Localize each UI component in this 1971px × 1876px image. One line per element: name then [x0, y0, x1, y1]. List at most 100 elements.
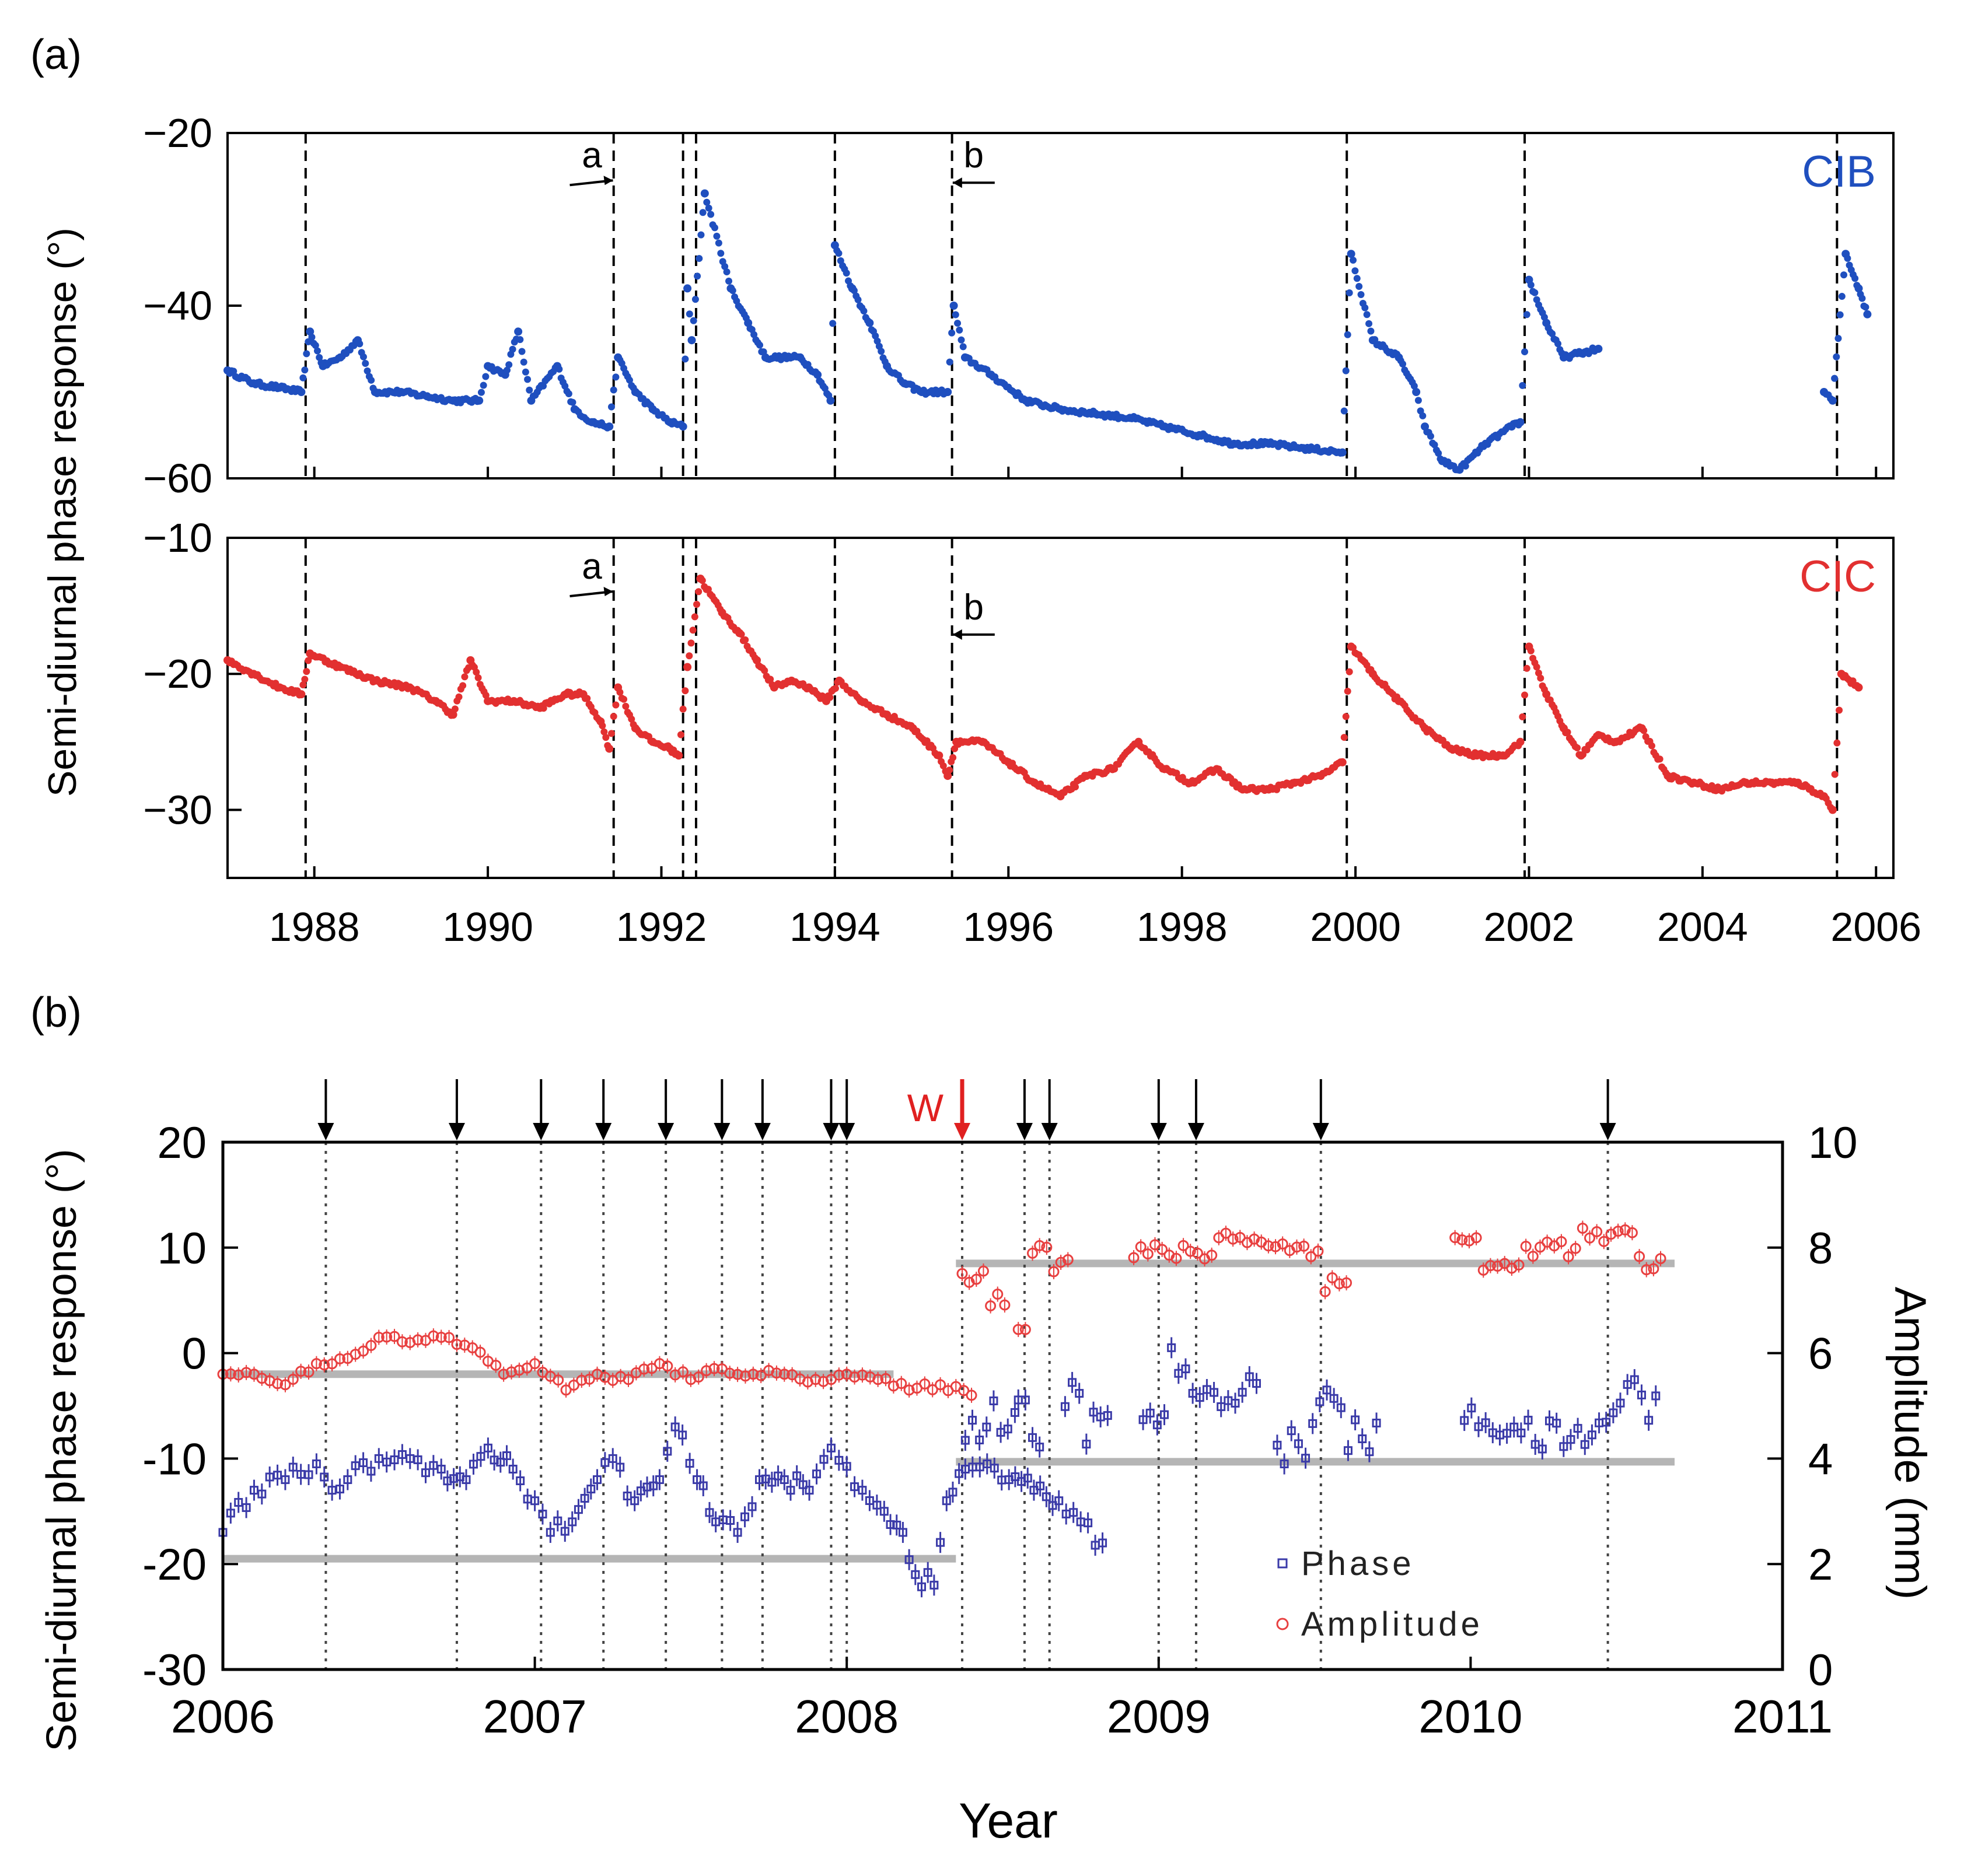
panel-a-top-data-point [1833, 353, 1840, 360]
panel-a-top-data-point [697, 231, 705, 239]
panel-b-amplitude-point [1206, 1250, 1218, 1261]
panel-b-amplitude-point [935, 1379, 946, 1391]
panel-b-phase-point [226, 1508, 235, 1518]
panel-b-phase-point [1231, 1398, 1240, 1408]
panel-a-top-data-point [1350, 256, 1357, 264]
panel-b-amplitude-point [896, 1378, 907, 1390]
panel-b-amplitude-point [1570, 1242, 1581, 1254]
panel-b-amplitude-point [1333, 1278, 1345, 1290]
panel-a-bottom-frame [226, 537, 1895, 879]
panel-a-top-data-point [949, 302, 958, 310]
panel-b-phase-point [304, 1470, 313, 1479]
panel-b-amplitude-point [701, 1365, 712, 1377]
panel-a-top-plot: −20 −40 −60 a b CIB [143, 110, 1895, 501]
panel-b-phase-point [858, 1486, 867, 1495]
panel-b-amplitude-point [833, 1369, 845, 1381]
panel-a-top-data-point [569, 398, 576, 406]
panel-a-bottom-data-point [831, 684, 839, 692]
panel-b-amplitude-point [412, 1334, 424, 1346]
panel-a-top-data-point [612, 373, 620, 381]
panel-a-top-data-point [1414, 397, 1422, 404]
panel-b-phase-point [359, 1458, 368, 1467]
panel-a-top-data-point [1854, 284, 1863, 293]
panel-b-phase-point [616, 1462, 625, 1472]
panel-a-bottom-data-point [682, 687, 689, 695]
panel-b-event-label: W [907, 1086, 944, 1129]
panel-a-bottom-annotation-a: a [582, 547, 602, 587]
panel-b-amplitude-point [1135, 1241, 1147, 1252]
panel-a-top-data-point [683, 284, 692, 293]
panel-a-top-data-point [625, 376, 633, 384]
panel-a-top-data-point [1357, 290, 1365, 298]
panel-b-amplitude-point [966, 1390, 977, 1401]
panel-a-top-data-point [522, 368, 529, 376]
panel-b-phase-point [805, 1486, 814, 1495]
panel-b-amplitude-point [1234, 1231, 1246, 1243]
panel-b-phase-point [234, 1498, 243, 1507]
panel-a-top-data-point [1431, 441, 1438, 449]
panel-a-top-data-point [1344, 331, 1351, 338]
panel-b-amplitude-point [490, 1359, 502, 1371]
panel-a-top-data-point [1365, 320, 1373, 327]
panel-b-phase-point [1552, 1419, 1561, 1428]
panel-b-phase-point [462, 1475, 471, 1485]
panel-a-top-series-label: CIB [1802, 147, 1876, 197]
panel-b-phase-point [678, 1430, 687, 1440]
panel-a-bottom-data-point [451, 705, 459, 713]
panel-a-bottom-data-point [1833, 739, 1841, 747]
panel-a-bottom-data-point [455, 693, 463, 701]
panel-b-phase-point [1343, 1446, 1353, 1455]
panel-b-phase-point [1637, 1390, 1646, 1399]
panel-a-top-data-point [1840, 271, 1848, 279]
panel-b-phase-point [1294, 1439, 1303, 1448]
panel-b-phase-point [1003, 1424, 1012, 1434]
panel-a-top-data-point [518, 348, 526, 355]
panel-b-phase-point [1181, 1364, 1190, 1374]
panel-a-bottom-ytick-label: −30 [143, 787, 212, 832]
panel-a-top-data-point [850, 287, 858, 295]
panel-a-bottom-xtick-label: 1992 [616, 904, 707, 950]
panel-b-phase-point [1467, 1404, 1476, 1413]
panel-b-amplitude-point [778, 1368, 790, 1380]
panel-b-amplitude-point [1170, 1252, 1182, 1264]
panel-b-phase-point [649, 1481, 658, 1490]
panel-b-phase-point [1587, 1430, 1596, 1440]
panel-a-top-data-point [1863, 310, 1872, 318]
panel-a-top-data-point [694, 272, 701, 280]
panel-a-top-data-point [526, 386, 533, 394]
panel-b-phase-point [586, 1485, 596, 1494]
panel-b-phase-point [1351, 1415, 1360, 1424]
panel-a-top-data-point [1831, 374, 1839, 382]
panel-b-amplitude-point [334, 1353, 345, 1364]
panel-a-top-data-point [703, 198, 711, 206]
panel-a-bottom-data-point [1338, 758, 1347, 766]
panel-a-bottom-data-point [738, 631, 745, 638]
panel-b-amplitude-point [1619, 1224, 1631, 1236]
panel-a-bottom-data-point [1640, 727, 1648, 734]
panel-a-top-data-point [1399, 360, 1407, 368]
panel-b-phase-point [865, 1496, 874, 1505]
panel-b-phase-point [812, 1469, 822, 1479]
panel-b-phase-point [1082, 1440, 1091, 1449]
panel-a-top-data-point [1851, 275, 1859, 282]
panel-a-top-ytick-label: −60 [143, 456, 212, 501]
panel-b-phase-point [560, 1527, 569, 1536]
panel-a-bottom-series-label: CIC [1799, 552, 1876, 601]
panel-b-amplitude-point [1584, 1232, 1596, 1244]
panel-b-amplitude-point [1227, 1233, 1239, 1245]
panel-a-top-data-point [946, 358, 953, 366]
panel-b-amplitude-point [1563, 1251, 1574, 1262]
panel-b-phase-point [1217, 1402, 1226, 1411]
panel-a-top-data-point [540, 382, 547, 390]
panel-a-bottom-xtick-label: 2004 [1657, 904, 1748, 950]
panel-b-phase-point [904, 1555, 914, 1564]
panel-a-top-data-point [314, 347, 321, 355]
panel-b-event-arrowhead [1150, 1123, 1167, 1140]
panel-a-bottom-data-point [675, 751, 683, 760]
panel-b-amplitude-point [693, 1371, 704, 1383]
panel-b-amplitude-point [568, 1379, 579, 1391]
panel-a-top-data-point [679, 422, 687, 431]
panel-b-phase-point [685, 1459, 694, 1468]
panel-a-top-data-point [306, 327, 314, 336]
panel-a-bottom-data-point [1344, 687, 1351, 695]
